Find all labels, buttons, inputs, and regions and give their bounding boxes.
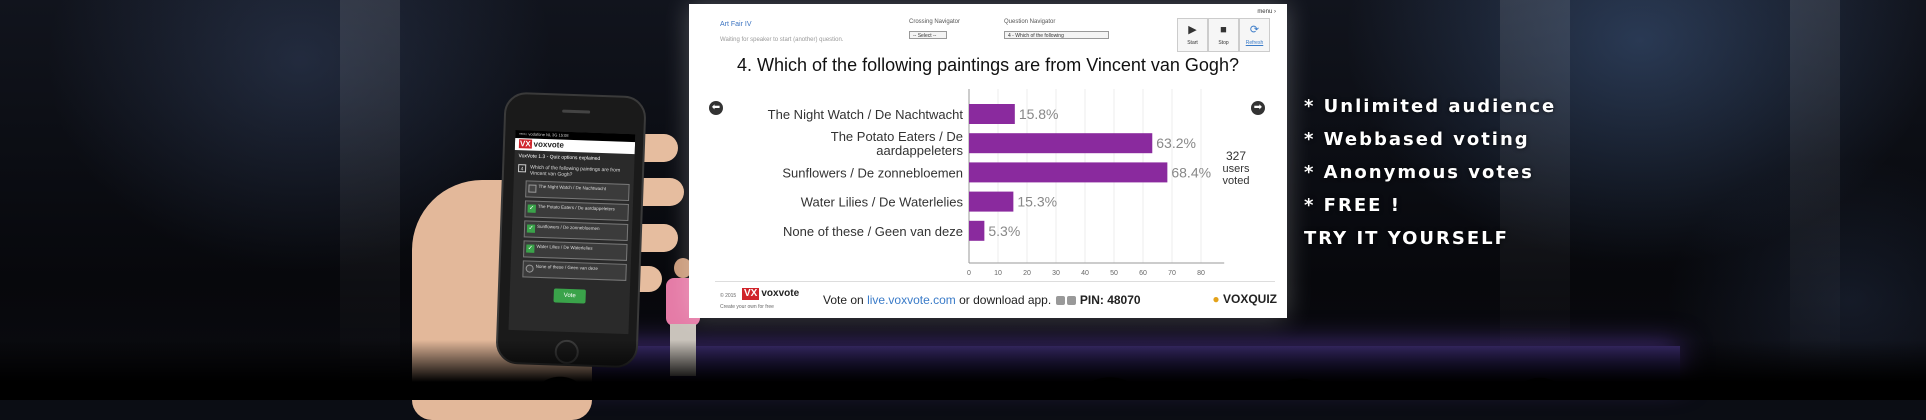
phone-option[interactable]: The Night Watch / De Nachtwacht <box>525 180 630 202</box>
chevron-right-icon: › <box>1274 9 1276 15</box>
checkbox-checked-icon[interactable]: ✓ <box>527 204 536 213</box>
x-tick-label: 40 <box>1081 270 1089 277</box>
bar-value-label: 63.2% <box>1156 135 1196 151</box>
stop-button[interactable]: ■ Stop <box>1208 18 1239 52</box>
x-tick-label: 50 <box>1110 270 1118 277</box>
phone-speaker <box>562 109 591 114</box>
feature-anonymous-votes: * Anonymous votes <box>1304 162 1534 183</box>
projection-screen: Art Fair IV Waiting for speaker to start… <box>689 4 1287 318</box>
feature-free: * FREE ! <box>1304 195 1401 216</box>
phone-option-label: Sunflowers / De zonnebloemen <box>537 223 600 231</box>
footer-divider <box>715 281 1275 282</box>
stop-icon: ■ <box>1220 24 1227 36</box>
category-label: None of these / Geen van deze <box>783 224 963 239</box>
light-beam <box>1790 0 1840 400</box>
bar-value-label: 68.4% <box>1171 164 1211 180</box>
bar <box>969 133 1153 154</box>
x-tick-label: 80 <box>1197 270 1205 277</box>
footer-tagline: Create your own for free <box>720 304 774 310</box>
start-label: Start <box>1187 40 1198 46</box>
bar <box>969 162 1168 183</box>
light-beam <box>1500 0 1570 400</box>
light-beam <box>340 0 400 400</box>
voters-text-voted: voted <box>1222 175 1250 187</box>
phone-option-label: Water Lilies / De Waterlelies <box>536 243 593 251</box>
checkbox-checked-icon[interactable]: ✓ <box>526 224 536 233</box>
vote-on-text: Vote on <box>823 293 864 307</box>
arrow-right-icon: ➡ <box>1253 102 1263 113</box>
category-label: The Potato Eaters / De aardappeleters <box>831 129 964 158</box>
download-text: or download app. <box>959 293 1052 307</box>
phone-option[interactable]: ✓ Water Lilies / De Waterlelies <box>523 240 628 261</box>
smartphone: ••••○ vodafone NL 3G 15:08 VX voxvote Vox… <box>495 91 647 369</box>
phone-option[interactable]: ✓ The Potato Eaters / De aardappeleters <box>524 200 629 221</box>
voxvote-logo: VX voxvote <box>742 288 800 300</box>
voters-text-users: users <box>1222 163 1250 175</box>
feature-list: * Unlimited audience * Webbased voting *… <box>1304 90 1556 255</box>
phone-vote-button[interactable]: Vote <box>553 288 586 304</box>
phone-option[interactable]: None of these / Geen van deze <box>522 260 627 281</box>
voxquiz-logo: ● VOXQUIZ <box>1212 292 1277 306</box>
category-label: Water Lilies / De Waterlelies <box>801 195 964 210</box>
session-status: Waiting for speaker to start (another) q… <box>720 37 844 43</box>
x-tick-label: 0 <box>967 270 971 277</box>
apple-icon <box>1066 296 1076 305</box>
bar <box>969 220 985 241</box>
try-it-yourself: TRY IT YOURSELF <box>1304 228 1509 249</box>
bar-value-label: 15.3% <box>1017 194 1057 210</box>
x-tick-label: 30 <box>1052 270 1060 277</box>
feature-unlimited-audience: * Unlimited audience <box>1304 96 1557 117</box>
question-title: 4. Which of the following paintings are … <box>737 55 1239 75</box>
refresh-button[interactable]: ⟳ Refresh <box>1239 18 1270 52</box>
x-tick-label: 10 <box>994 270 1002 277</box>
phone-option[interactable]: ✓ Sunflowers / De zonnebloemen <box>523 220 629 241</box>
phone-options-list: The Night Watch / De Nachtwacht ✓ The Pota… <box>510 180 633 281</box>
android-icon <box>1055 296 1065 305</box>
checkbox-checked-icon[interactable]: ✓ <box>526 244 535 253</box>
voters-number: 327 <box>1225 149 1247 163</box>
menu-link[interactable]: menu › <box>1257 9 1276 15</box>
voters-count: 327 users voted <box>1216 149 1256 188</box>
play-icon: ▶ <box>1188 24 1197 36</box>
x-tick-label: 20 <box>1023 270 1031 277</box>
question-navigator-select[interactable]: 4 - Which of the following <box>1004 31 1109 39</box>
vote-instructions: Vote on live.voxvote.com or download app… <box>823 293 1141 307</box>
phone-option-label: None of these / Geen van deze <box>535 263 599 271</box>
stop-label: Stop <box>1218 40 1229 46</box>
previous-question-button[interactable]: ⬅ <box>709 101 723 115</box>
category-label: Sunflowers / De zonnebloemen <box>782 165 963 180</box>
phone-question-number: 4 <box>517 164 527 173</box>
phone-question-text: Which of the following paintings are fro… <box>529 164 621 179</box>
crossing-navigator-select[interactable]: -- Select -- <box>909 31 947 39</box>
bar <box>969 104 1015 124</box>
question-navigator-label: Question Navigator <box>1004 19 1056 25</box>
presenter-head <box>674 258 692 278</box>
refresh-icon: ⟳ <box>1249 24 1260 36</box>
checkbox-icon[interactable] <box>528 184 537 193</box>
phone-option-label: The Night Watch / De Nachtwacht <box>538 183 607 192</box>
checkbox-icon[interactable] <box>525 264 534 273</box>
session-title[interactable]: Art Fair IV <box>720 21 752 28</box>
bar-value-label: 5.3% <box>988 223 1020 239</box>
pin-code: PIN: 48070 <box>1079 293 1141 307</box>
start-button[interactable]: ▶ Start <box>1177 18 1208 52</box>
phone-screen: ••••○ vodafone NL 3G 15:08 VX voxvote Vox… <box>508 130 636 335</box>
audience-silhouettes <box>0 340 1926 400</box>
vote-url-link[interactable]: live.voxvote.com <box>867 293 956 307</box>
next-question-button[interactable]: ➡ <box>1251 101 1265 115</box>
x-tick-label: 70 <box>1168 270 1176 277</box>
bar-value-label: 15.8% <box>1019 106 1059 122</box>
phone-option-label: The Potato Eaters / De aardappeleters <box>537 203 615 212</box>
arrow-left-icon: ⬅ <box>711 102 721 113</box>
crossing-navigator-label: Crossing Navigator <box>909 19 961 25</box>
bar <box>969 191 1014 212</box>
category-label: The Night Watch / De Nachtwacht <box>768 107 964 122</box>
refresh-label: Refresh <box>1245 40 1264 46</box>
bulb-icon: ● <box>1212 292 1220 306</box>
footer-copyright: © 2015 <box>720 293 737 299</box>
x-tick-label: 60 <box>1139 270 1147 277</box>
results-bar-chart: 0 10 20 30 40 50 60 70 80 15.8% The Night Watch / … <box>768 89 1225 277</box>
feature-webbased-voting: * Webbased voting <box>1304 129 1530 150</box>
